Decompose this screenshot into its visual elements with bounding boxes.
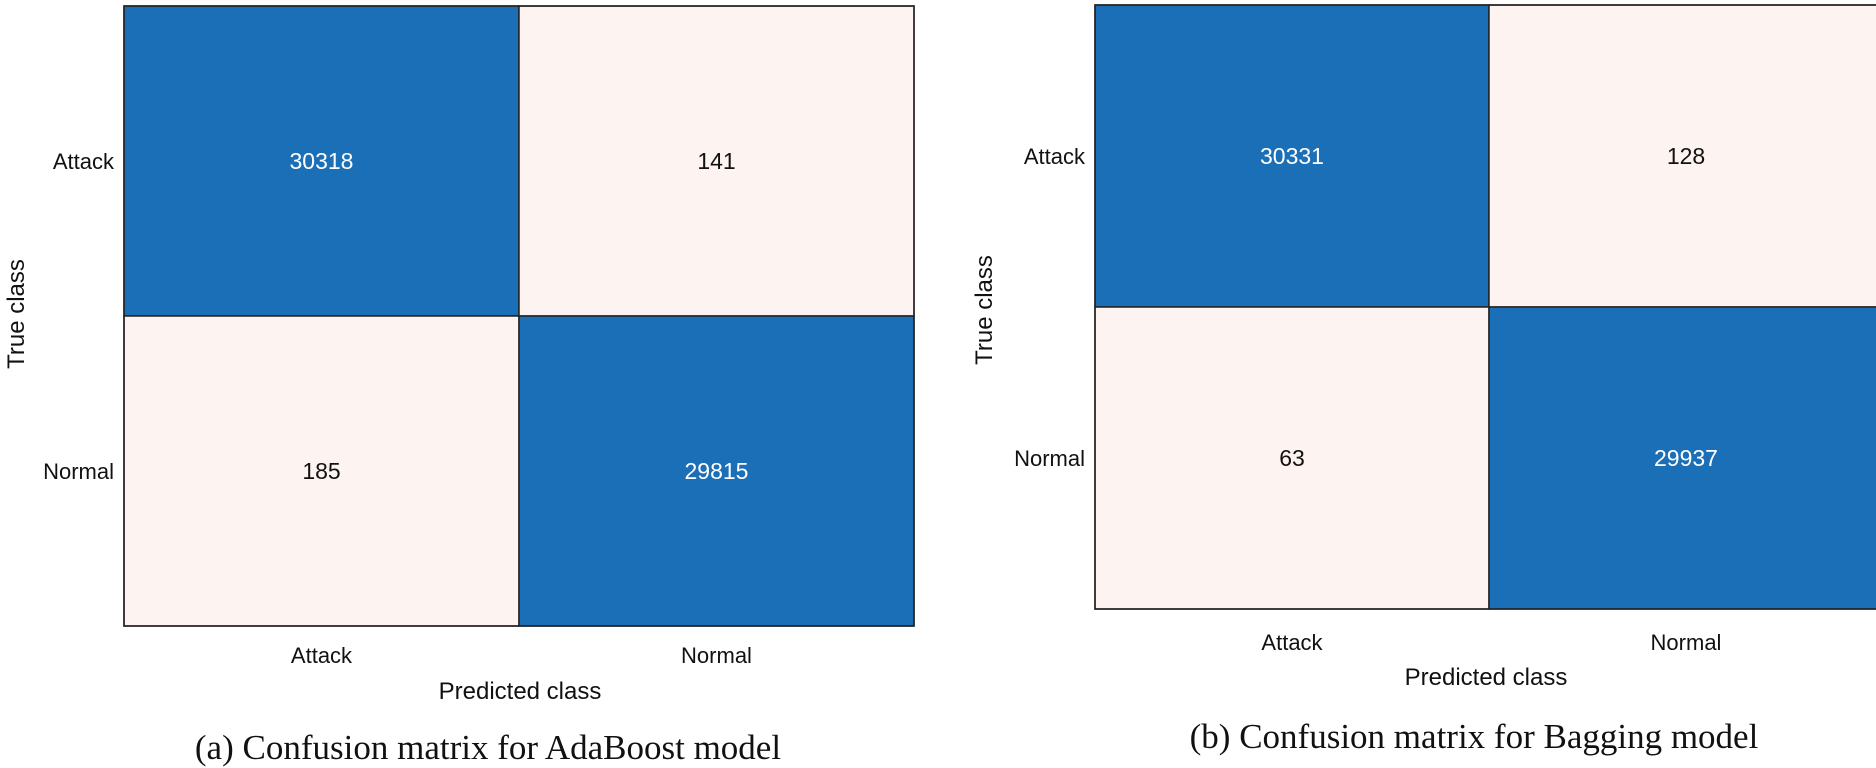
y-tick-attack: Attack <box>53 149 115 174</box>
x-tick-attack: Attack <box>1261 630 1323 655</box>
cell-value-normal-attack: 185 <box>302 458 340 484</box>
cell-normal-attack <box>123 315 520 627</box>
cell-value-normal-attack: 63 <box>1279 445 1305 471</box>
cell-normal-attack <box>1094 306 1490 610</box>
chart-caption: (b) Confusion matrix for Bagging model <box>1190 717 1759 756</box>
x-axis-label: Predicted class <box>1405 664 1568 691</box>
matrix-cells <box>1094 4 1876 610</box>
cell-value-normal-normal: 29815 <box>685 458 749 484</box>
cell-attack-attack <box>123 5 520 317</box>
matrix-cells <box>123 5 915 627</box>
y-tick-normal: Normal <box>43 459 114 484</box>
bagging-confusion-matrix-chart: 30331 128 63 29937 Attack Normal Attack Norma… <box>971 4 1876 756</box>
x-tick-labels: Attack Normal <box>291 643 752 668</box>
x-axis-label: Predicted class <box>439 678 602 705</box>
x-tick-attack: Attack <box>291 643 353 668</box>
confusion-matrix-panel-bagging: 30331 128 63 29937 Attack Normal Attack Norma… <box>960 0 1876 768</box>
cell-attack-attack <box>1094 4 1490 308</box>
cell-normal-normal <box>518 315 915 627</box>
matrix-frame <box>123 5 915 627</box>
cell-attack-normal <box>518 5 915 317</box>
confusion-matrix-panel-adaboost: 30318 141 185 29815 Attack Normal Attack Norm… <box>3 5 915 767</box>
cell-value-normal-normal: 29937 <box>1654 445 1718 471</box>
y-axis-label: True class <box>3 259 30 369</box>
cell-value-attack-attack: 30331 <box>1260 143 1324 169</box>
cell-value-attack-normal: 141 <box>697 148 735 174</box>
y-tick-labels: Attack Normal <box>1014 144 1086 471</box>
cell-value-attack-normal: 128 <box>1667 143 1705 169</box>
chart-caption: (a) Confusion matrix for AdaBoost model <box>195 728 781 767</box>
x-tick-normal: Normal <box>681 643 752 668</box>
y-tick-labels: Attack Normal <box>43 149 115 484</box>
y-axis-label: True class <box>971 255 998 365</box>
cell-values: 30331 128 63 29937 <box>1260 143 1718 471</box>
x-tick-labels: Attack Normal <box>1261 630 1721 655</box>
cell-values: 30318 141 185 29815 <box>290 148 749 484</box>
y-tick-attack: Attack <box>1024 144 1086 169</box>
y-tick-normal: Normal <box>1014 446 1085 471</box>
matrix-frame <box>1094 4 1876 610</box>
cell-value-attack-attack: 30318 <box>290 148 354 174</box>
adaboost-confusion-matrix-chart: 30318 141 185 29815 Attack Normal Attack Norm… <box>3 5 915 767</box>
cell-normal-normal <box>1488 306 1876 610</box>
x-tick-normal: Normal <box>1651 630 1722 655</box>
